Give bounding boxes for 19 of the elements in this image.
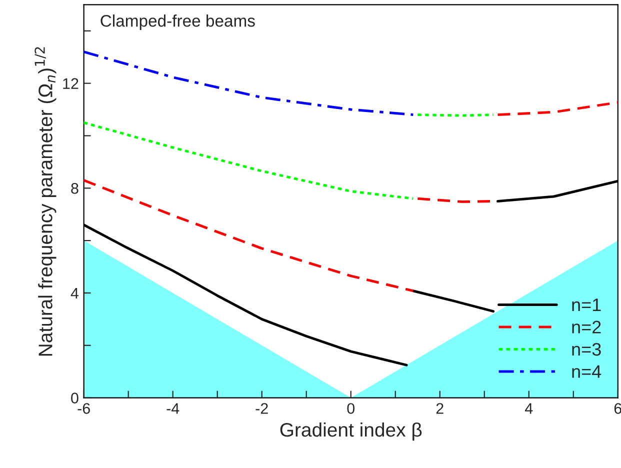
y-tick-label: 0 xyxy=(71,392,78,404)
x-tick-label: -2 xyxy=(256,403,268,414)
legend-label: n=1 xyxy=(572,298,601,312)
x-tick-label: 6 xyxy=(614,403,621,414)
legend-label: n=3 xyxy=(572,342,601,356)
x-tick-label: -4 xyxy=(166,403,180,414)
y-tick-label: 4 xyxy=(70,288,79,299)
x-tick-label: 4 xyxy=(524,403,533,414)
y-tick-label: 12 xyxy=(63,78,78,89)
legend-label: n=2 xyxy=(572,320,601,334)
line-series xyxy=(84,50,414,116)
x-tick-label: 2 xyxy=(436,403,444,414)
text: Clamped-free beams xyxy=(100,14,255,30)
x-tick-label: 0 xyxy=(347,403,355,414)
y-tick-label: 8 xyxy=(71,183,78,194)
x-axis-title: Gradient index β xyxy=(280,422,422,441)
x-tick-label: -6 xyxy=(78,403,90,414)
legend-label: n=4 xyxy=(572,365,602,378)
y-axis-title: Natural frequency parameter (Ω$_{n}$)$^{1/2}$ xyxy=(34,47,56,356)
